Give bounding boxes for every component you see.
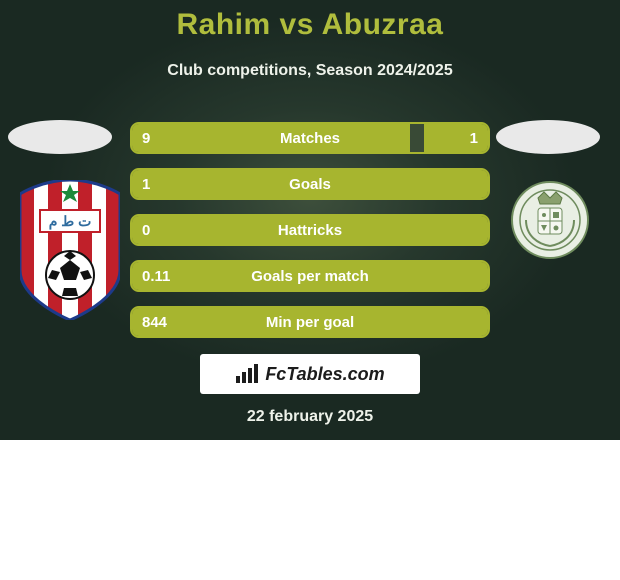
- stat-value-left: 0: [132, 216, 160, 244]
- stat-value-left: 1: [132, 170, 160, 198]
- stat-value-right: 1: [460, 124, 488, 152]
- stat-value-left: 844: [132, 308, 177, 336]
- stat-label: Hattricks: [132, 216, 488, 244]
- comparison-card: Rahim vs Abuzraa Club competitions, Seas…: [0, 0, 620, 440]
- stat-label: Goals per match: [132, 262, 488, 290]
- stat-label: Min per goal: [132, 308, 488, 336]
- stat-row: Goals1: [130, 168, 490, 200]
- bar-chart-icon: [235, 364, 259, 384]
- fctables-badge[interactable]: FcTables.com: [200, 354, 420, 394]
- stat-value-left: 0.11: [132, 262, 180, 290]
- stat-row: Matches9 1: [130, 122, 490, 154]
- player-photo-right: [496, 120, 600, 154]
- stat-label: Goals: [132, 170, 488, 198]
- badge-text: FcTables.com: [265, 364, 384, 385]
- footer-date: 22 february 2025: [0, 408, 620, 426]
- stat-row: Min per goal844: [130, 306, 490, 338]
- page-title: Rahim vs Abuzraa: [0, 8, 620, 42]
- stat-row: Goals per match0.11: [130, 260, 490, 292]
- svg-text:ت ط م: ت ط م: [49, 213, 92, 230]
- stat-row: Hattricks0: [130, 214, 490, 246]
- club-crest-left: ت ط م: [20, 180, 120, 320]
- stat-bars: Matches91Goals1Hattricks0Goals per match…: [130, 122, 490, 352]
- subtitle: Club competitions, Season 2024/2025: [0, 62, 620, 80]
- stat-value-left: 9: [132, 124, 160, 152]
- stat-label: Matches: [132, 124, 488, 152]
- player-photo-left: [8, 120, 112, 154]
- club-crest-right: [510, 180, 590, 260]
